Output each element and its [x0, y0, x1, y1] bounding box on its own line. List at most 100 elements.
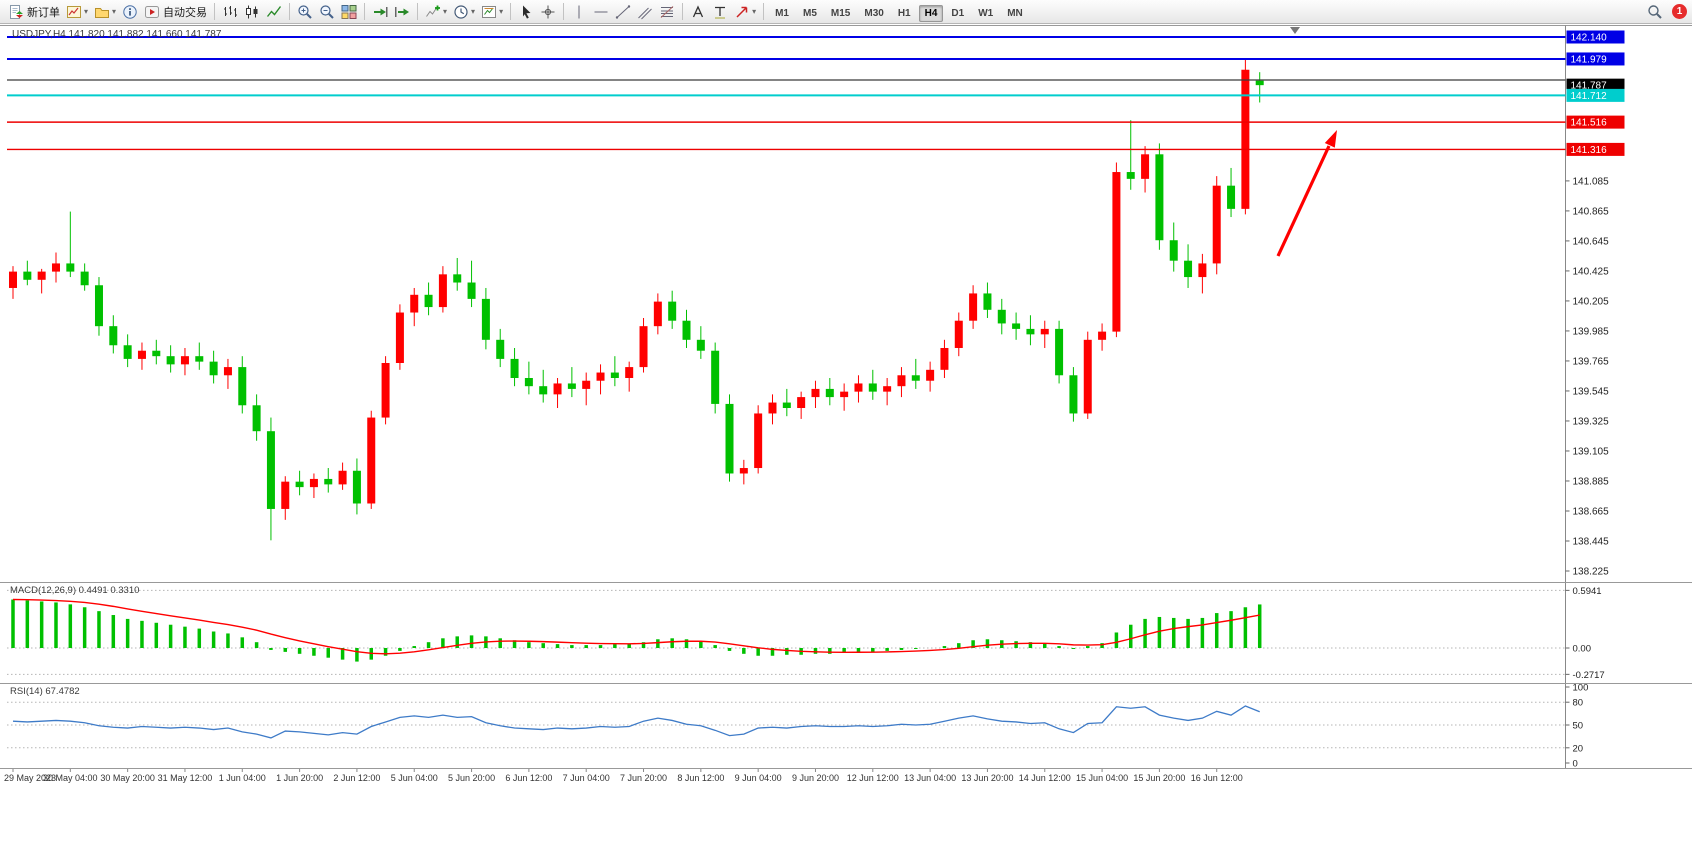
rsi-indicator-label: RSI(14) 67.4782	[10, 686, 80, 697]
candle-body	[524, 378, 533, 387]
timeframe-button-h1[interactable]: H1	[897, 7, 911, 19]
candle-body	[152, 350, 161, 357]
zoom-out-button[interactable]	[316, 1, 338, 23]
candle-body	[510, 358, 519, 378]
arrows-icon	[736, 6, 748, 18]
search-button[interactable]	[1644, 1, 1666, 23]
time-label: 16 Jun 12:00	[1191, 773, 1243, 783]
candle-body	[754, 413, 763, 469]
candle-body	[66, 263, 75, 272]
candle-body	[639, 326, 648, 368]
trendline-tool-button[interactable]	[612, 1, 634, 23]
vertical-line-tool-button[interactable]	[568, 1, 590, 23]
channel-tool-button[interactable]	[634, 1, 656, 23]
price-tick-label: 139.105	[1573, 446, 1610, 457]
candle-body	[954, 320, 963, 348]
price-box-142.140	[1566, 30, 1625, 44]
candle-body	[166, 356, 175, 365]
trend-arrow-annotation[interactable]	[1276, 145, 1331, 257]
candle-body	[582, 380, 591, 389]
data-window-icon	[123, 4, 137, 19]
timeframe-button-m1[interactable]: M1	[775, 7, 789, 19]
candle-body	[252, 405, 261, 432]
periods-button[interactable]: ▾	[450, 1, 478, 23]
price-tick-label: 140.645	[1573, 236, 1610, 247]
rsi-scale-label: 80	[1573, 698, 1584, 709]
trend-arrow-head[interactable]	[1324, 130, 1337, 148]
new-order-button[interactable]: 新订单	[5, 1, 63, 23]
crosshair-icon	[541, 5, 555, 18]
bar-chart-button[interactable]	[219, 1, 241, 23]
tile-windows-button[interactable]	[338, 1, 360, 23]
candle-body	[1141, 154, 1150, 179]
dropdown-caret-icon: ▾	[471, 7, 476, 16]
candle-body	[696, 339, 705, 351]
timeframe-button-w1[interactable]: W1	[978, 7, 994, 19]
price-box-label: 141.712	[1571, 91, 1608, 102]
horizontal-line-tool-button[interactable]	[590, 1, 612, 23]
candle-body	[367, 417, 376, 504]
price-tick-label: 141.085	[1573, 176, 1610, 187]
chart-shift-marker[interactable]	[1290, 27, 1300, 34]
time-label: 12 Jun 12:00	[847, 773, 899, 783]
profiles-button[interactable]: ▾	[91, 1, 119, 23]
candlestick-chart-button[interactable]	[241, 1, 263, 23]
auto-scroll-button[interactable]	[369, 1, 391, 23]
templates-icon	[482, 5, 497, 18]
zoom-out-icon	[320, 4, 334, 19]
zoom-in-icon	[298, 4, 312, 19]
timeframe-button-h4[interactable]: H4	[918, 4, 944, 22]
toolbar-separator	[214, 3, 216, 20]
candle-body	[610, 372, 619, 378]
toolbar-separator	[417, 3, 419, 20]
timeframe-button-m30[interactable]: M30	[864, 7, 884, 19]
candle-body	[223, 367, 232, 376]
notification-badge[interactable]: 1	[1672, 4, 1687, 19]
candle-body	[80, 271, 89, 286]
candle-body	[195, 356, 204, 362]
candle-body	[109, 326, 118, 346]
price-box-141.787	[1566, 78, 1625, 92]
crosshair-button[interactable]	[537, 1, 559, 23]
text-label-tool-button[interactable]	[709, 1, 731, 23]
channel-icon	[638, 7, 652, 19]
timeframe-button-d1[interactable]: D1	[951, 7, 965, 19]
line-chart-button[interactable]	[263, 1, 285, 23]
text-label-icon	[715, 6, 726, 18]
data-window-button[interactable]	[119, 1, 141, 23]
vertical-line-icon	[578, 5, 580, 18]
price-tick-label: 138.665	[1573, 506, 1610, 517]
dropdown-caret-icon: ▾	[752, 7, 757, 16]
rsi-scale-label: 0	[1573, 759, 1578, 770]
price-tick-label: 138.885	[1573, 476, 1610, 487]
price-tick-label: 139.765	[1573, 356, 1610, 367]
macd-scale-label: 0.00	[1573, 644, 1592, 655]
candle-body	[868, 383, 877, 392]
time-label: 1 Jun 04:00	[219, 773, 266, 783]
chart-shift-button[interactable]	[391, 1, 413, 23]
fibonacci-tool-button[interactable]	[656, 1, 678, 23]
time-label: 14 Jun 12:00	[1019, 773, 1071, 783]
time-label: 29 May 2023	[4, 773, 56, 783]
autotrading-icon	[145, 5, 160, 18]
time-label: 9 Jun 04:00	[735, 773, 782, 783]
autotrading-label: 自动交易	[163, 6, 208, 19]
new-chart-button[interactable]: ▾	[63, 1, 91, 23]
cursor-button[interactable]	[515, 1, 537, 23]
toolbar-separator	[289, 3, 291, 20]
arrows-tool-button[interactable]: ▾	[731, 1, 759, 23]
zoom-in-button[interactable]	[294, 1, 316, 23]
price-tick-label: 140.425	[1573, 266, 1610, 277]
candle-body	[338, 470, 347, 485]
templates-button[interactable]: ▾	[478, 1, 506, 23]
autotrading-button[interactable]: 自动交易	[141, 1, 210, 23]
rsi-scale-label: 50	[1573, 721, 1584, 732]
text-tool-button[interactable]	[687, 1, 709, 23]
toolbar-separator	[510, 3, 512, 20]
timeframe-button-mn[interactable]: MN	[1007, 7, 1023, 19]
timeframe-button-m5[interactable]: M5	[803, 7, 817, 19]
timeframe-button-m15[interactable]: M15	[830, 7, 851, 19]
indicators-button[interactable]: ▾	[422, 1, 450, 23]
